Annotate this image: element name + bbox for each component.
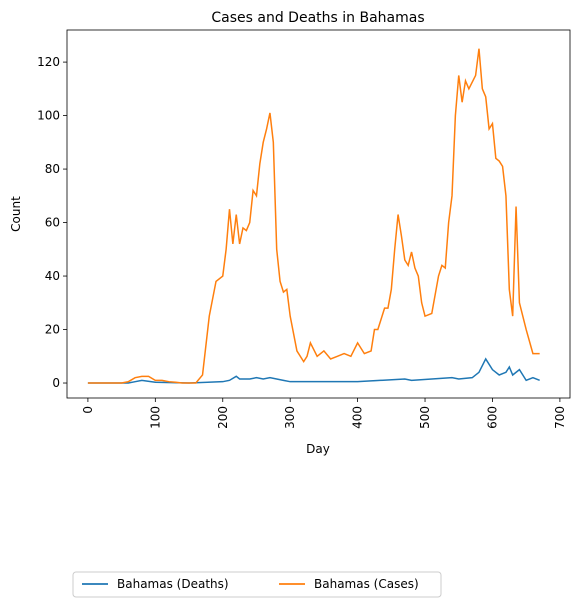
x-tick-label: 0 bbox=[81, 406, 95, 414]
y-tick-label: 20 bbox=[45, 323, 60, 337]
x-tick-label: 700 bbox=[553, 406, 567, 429]
axes-frame bbox=[66, 29, 571, 399]
y-tick-label: 120 bbox=[37, 55, 60, 69]
y-tick-label: 100 bbox=[37, 109, 60, 123]
legend-box bbox=[72, 571, 442, 598]
x-tick-label: 500 bbox=[418, 406, 432, 429]
chart-title: Cases and Deaths in Bahamas bbox=[211, 10, 424, 26]
x-tick-label: 100 bbox=[148, 406, 162, 429]
y-tick-label: 40 bbox=[45, 269, 60, 283]
x-axis-label: Day bbox=[306, 442, 330, 456]
y-tick-label: 60 bbox=[45, 216, 60, 230]
line-series bbox=[87, 357, 540, 384]
x-tick-label: 600 bbox=[485, 406, 499, 429]
x-tick-label: 400 bbox=[351, 406, 365, 429]
legend-label: Bahamas (Cases) bbox=[314, 577, 419, 591]
y-tick-label: 0 bbox=[52, 376, 60, 390]
y-axis-label: Count bbox=[9, 196, 23, 232]
x-tick-label: 200 bbox=[216, 406, 230, 429]
legend-label: Bahamas (Deaths) bbox=[117, 577, 229, 591]
x-tick-label: 300 bbox=[283, 406, 297, 429]
line-series bbox=[87, 48, 540, 384]
y-tick-label: 80 bbox=[45, 162, 60, 176]
